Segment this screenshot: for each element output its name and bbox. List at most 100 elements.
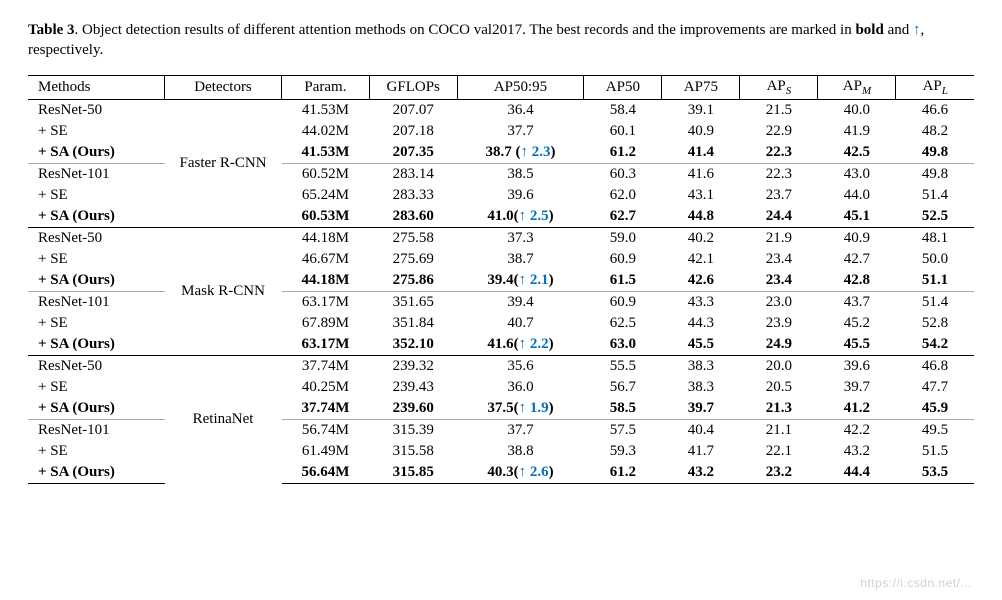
method-cell: + SE — [28, 249, 165, 270]
table-cell: 42.5 — [818, 142, 896, 164]
table-cell: 48.2 — [896, 121, 974, 142]
table-cell: 47.7 — [896, 377, 974, 398]
table-cell: 39.4 — [457, 291, 584, 313]
table-cell: 43.2 — [818, 441, 896, 462]
table-cell: 23.0 — [740, 291, 818, 313]
method-cell: + SA (Ours) — [28, 270, 165, 292]
table-cell: 41.7 — [662, 441, 740, 462]
table-cell: 37.7 — [457, 419, 584, 441]
table-row: ResNet-50RetinaNet37.74M239.3235.655.538… — [28, 355, 974, 377]
table-cell: 23.2 — [740, 462, 818, 484]
table-caption: Table 3. Object detection results of dif… — [28, 20, 974, 61]
table-cell: 41.6(↑ 2.2) — [457, 334, 584, 356]
table-cell: 37.74M — [282, 398, 370, 420]
table-cell: 52.5 — [896, 206, 974, 228]
table-cell: 36.0 — [457, 377, 584, 398]
table-cell: 22.3 — [740, 163, 818, 185]
table-cell: 35.6 — [457, 355, 584, 377]
table-cell: 48.1 — [896, 227, 974, 249]
table-cell: 351.65 — [369, 291, 457, 313]
method-cell: + SE — [28, 441, 165, 462]
table-cell: 42.2 — [818, 419, 896, 441]
table-cell: 21.1 — [740, 419, 818, 441]
table-cell: 58.4 — [584, 99, 662, 121]
watermark-text: https://i.csdn.net/... — [860, 576, 972, 590]
table-cell: 38.3 — [662, 355, 740, 377]
table-cell: 65.24M — [282, 185, 370, 206]
table-cell: 62.7 — [584, 206, 662, 228]
table-cell: 59.3 — [584, 441, 662, 462]
table-cell: 43.0 — [818, 163, 896, 185]
table-cell: 38.5 — [457, 163, 584, 185]
table-cell: 62.0 — [584, 185, 662, 206]
table-cell: 43.1 — [662, 185, 740, 206]
table-cell: 23.4 — [740, 270, 818, 292]
table-cell: 42.6 — [662, 270, 740, 292]
table-cell: 21.3 — [740, 398, 818, 420]
method-cell: + SA (Ours) — [28, 206, 165, 228]
table-cell: 39.1 — [662, 99, 740, 121]
table-cell: 38.3 — [662, 377, 740, 398]
table-cell: 60.3 — [584, 163, 662, 185]
table-cell: 23.4 — [740, 249, 818, 270]
method-cell: + SE — [28, 377, 165, 398]
col-methods: Methods — [28, 75, 165, 99]
table-cell: 315.58 — [369, 441, 457, 462]
table-cell: 20.0 — [740, 355, 818, 377]
table-cell: 38.8 — [457, 441, 584, 462]
detector-cell: Mask R-CNN — [165, 227, 282, 355]
table-cell: 63.0 — [584, 334, 662, 356]
table-cell: 51.1 — [896, 270, 974, 292]
table-cell: 283.60 — [369, 206, 457, 228]
table-cell: 39.7 — [818, 377, 896, 398]
table-cell: 56.64M — [282, 462, 370, 484]
method-cell: + SA (Ours) — [28, 462, 165, 484]
table-cell: 207.07 — [369, 99, 457, 121]
table-cell: 46.6 — [896, 99, 974, 121]
table-cell: 23.9 — [740, 313, 818, 334]
table-cell: 44.18M — [282, 227, 370, 249]
method-cell: ResNet-50 — [28, 99, 165, 121]
detector-cell: Faster R-CNN — [165, 99, 282, 227]
table-cell: 63.17M — [282, 334, 370, 356]
table-cell: 60.53M — [282, 206, 370, 228]
table-row: ResNet-50Faster R-CNN41.53M207.0736.458.… — [28, 99, 974, 121]
table-header-row: Methods Detectors Param. GFLOPs AP50:95 … — [28, 75, 974, 99]
col-ap50: AP50 — [584, 75, 662, 99]
table-cell: 207.35 — [369, 142, 457, 164]
table-cell: 239.32 — [369, 355, 457, 377]
table-cell: 42.8 — [818, 270, 896, 292]
table-cell: 61.49M — [282, 441, 370, 462]
table-cell: 40.3(↑ 2.6) — [457, 462, 584, 484]
table-cell: 275.69 — [369, 249, 457, 270]
table-cell: 54.2 — [896, 334, 974, 356]
table-cell: 60.1 — [584, 121, 662, 142]
table-cell: 39.4(↑ 2.1) — [457, 270, 584, 292]
table-cell: 61.2 — [584, 142, 662, 164]
table-cell: 37.5(↑ 1.9) — [457, 398, 584, 420]
table-cell: 23.7 — [740, 185, 818, 206]
table-cell: 46.67M — [282, 249, 370, 270]
method-cell: + SE — [28, 121, 165, 142]
table-cell: 352.10 — [369, 334, 457, 356]
table-cell: 275.58 — [369, 227, 457, 249]
col-apl: APL — [896, 75, 974, 99]
table-cell: 51.4 — [896, 185, 974, 206]
table-cell: 53.5 — [896, 462, 974, 484]
table-cell: 44.8 — [662, 206, 740, 228]
table-cell: 43.7 — [818, 291, 896, 313]
col-aps: APS — [740, 75, 818, 99]
table-cell: 275.86 — [369, 270, 457, 292]
table-cell: 39.7 — [662, 398, 740, 420]
table-cell: 41.2 — [818, 398, 896, 420]
table-cell: 60.52M — [282, 163, 370, 185]
table-cell: 46.8 — [896, 355, 974, 377]
table-cell: 22.3 — [740, 142, 818, 164]
table-cell: 59.0 — [584, 227, 662, 249]
table-cell: 41.0(↑ 2.5) — [457, 206, 584, 228]
results-table: Methods Detectors Param. GFLOPs AP50:95 … — [28, 75, 974, 484]
method-cell: ResNet-50 — [28, 227, 165, 249]
table-cell: 21.5 — [740, 99, 818, 121]
col-param: Param. — [282, 75, 370, 99]
caption-arrow: ↑ — [913, 22, 921, 38]
